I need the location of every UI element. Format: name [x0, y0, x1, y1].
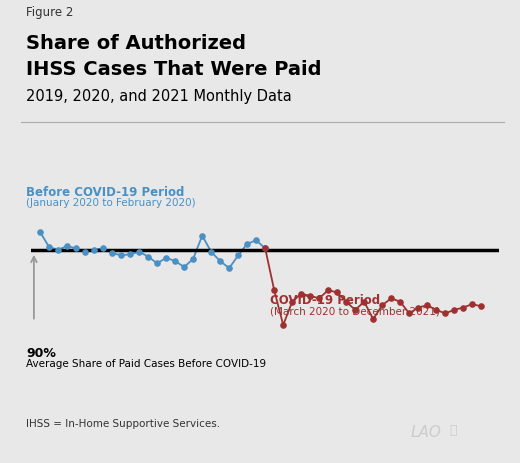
- Point: [315, 295, 323, 302]
- Text: ⨿: ⨿: [450, 423, 457, 436]
- Point: [99, 245, 107, 253]
- Point: [243, 241, 251, 248]
- Point: [432, 307, 440, 314]
- Point: [270, 287, 278, 294]
- Text: IHSS = In-Home Supportive Services.: IHSS = In-Home Supportive Services.: [26, 418, 220, 428]
- Point: [387, 295, 395, 302]
- Point: [261, 245, 269, 253]
- Text: LAO: LAO: [411, 424, 441, 439]
- Point: [36, 229, 44, 237]
- Point: [342, 299, 350, 306]
- Point: [135, 249, 144, 256]
- Point: [207, 249, 215, 256]
- Point: [180, 264, 188, 271]
- Point: [144, 253, 152, 261]
- Point: [90, 246, 98, 254]
- Point: [225, 265, 233, 272]
- Point: [234, 252, 242, 260]
- Point: [333, 289, 341, 297]
- Text: (March 2020 to December 2021): (March 2020 to December 2021): [270, 306, 440, 315]
- Point: [405, 310, 413, 318]
- Point: [378, 302, 386, 309]
- Point: [306, 293, 315, 300]
- Point: [126, 251, 134, 258]
- Point: [54, 246, 62, 254]
- Point: [189, 256, 198, 263]
- Point: [72, 245, 81, 253]
- Point: [450, 307, 458, 314]
- Text: (January 2020 to February 2020): (January 2020 to February 2020): [26, 198, 196, 207]
- Point: [288, 299, 296, 306]
- Point: [441, 310, 449, 318]
- Point: [81, 249, 89, 256]
- Text: COVID-19 Period: COVID-19 Period: [270, 293, 381, 306]
- Point: [351, 307, 359, 314]
- Point: [162, 255, 171, 262]
- Text: Share of Authorized: Share of Authorized: [26, 34, 246, 53]
- Text: 90%: 90%: [26, 346, 56, 359]
- Point: [360, 299, 368, 306]
- Point: [459, 304, 467, 312]
- Point: [198, 232, 206, 240]
- Point: [216, 258, 224, 265]
- Point: [108, 250, 116, 257]
- Point: [396, 299, 405, 306]
- Point: [423, 302, 432, 309]
- Text: Before COVID-19 Period: Before COVID-19 Period: [26, 185, 185, 198]
- Point: [369, 316, 378, 323]
- Point: [171, 258, 179, 265]
- Text: 2019, 2020, and 2021 Monthly Data: 2019, 2020, and 2021 Monthly Data: [26, 89, 292, 104]
- Point: [117, 252, 125, 260]
- Point: [63, 243, 71, 250]
- Point: [468, 301, 476, 308]
- Text: Average Share of Paid Cases Before COVID-19: Average Share of Paid Cases Before COVID…: [26, 359, 266, 369]
- Point: [45, 244, 54, 251]
- Point: [261, 245, 269, 253]
- Point: [252, 237, 261, 244]
- Text: Figure 2: Figure 2: [26, 6, 73, 19]
- Point: [324, 287, 332, 294]
- Point: [414, 304, 422, 312]
- Point: [279, 322, 288, 329]
- Text: IHSS Cases That Were Paid: IHSS Cases That Were Paid: [26, 60, 321, 79]
- Point: [153, 260, 161, 268]
- Point: [477, 303, 485, 311]
- Point: [297, 290, 305, 298]
